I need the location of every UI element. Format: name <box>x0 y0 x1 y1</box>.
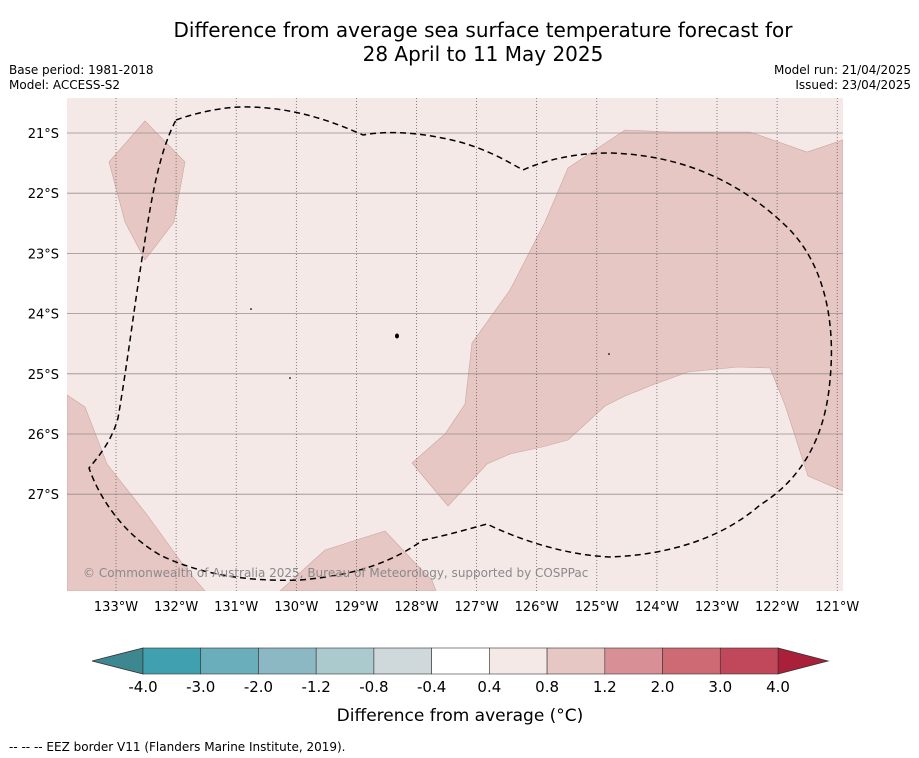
colorbar-tick-label: 4.0 <box>766 678 790 696</box>
issued-date: Issued: 23/04/2025 <box>795 78 911 92</box>
colorbar-segment <box>546 647 606 675</box>
longitude-label: 132°W <box>154 600 198 615</box>
longitude-label: 130°W <box>274 600 318 615</box>
title-line-1: Difference from average sea surface temp… <box>173 18 793 42</box>
longitude-label: 125°W <box>575 600 619 615</box>
longitude-label: 123°W <box>695 600 739 615</box>
latitude-label: 24°S <box>28 308 59 323</box>
colorbar-segment <box>489 647 548 675</box>
model-name: Model: ACCESS-S2 <box>9 78 121 92</box>
base-info: Base period: 1981-2018 Model: ACCESS-S2 <box>9 63 154 93</box>
latitude-label: 21°S <box>28 127 59 142</box>
colorbar-under-arrow <box>91 647 144 675</box>
colorbar-segment <box>662 647 721 675</box>
colorbar-segment <box>719 647 779 675</box>
anomaly-region-northwest <box>108 120 186 261</box>
colorbar-tick-label: -0.8 <box>359 678 388 696</box>
colorbar-segment <box>315 647 375 675</box>
longitude-label: 131°W <box>214 600 258 615</box>
latitude-label: 23°S <box>28 247 59 262</box>
colorbar-segment <box>604 647 663 675</box>
longitude-label: 121°W <box>815 600 859 615</box>
graticule <box>67 98 843 591</box>
colorbar-tick-label: 1.2 <box>593 678 617 696</box>
base-period: Base period: 1981-2018 <box>9 63 154 77</box>
colorbar-segment <box>431 647 490 675</box>
longitude-label: 126°W <box>515 600 559 615</box>
anomaly-region-south <box>279 530 437 591</box>
colorbar-over-arrow <box>777 647 830 675</box>
model-run: Model run: 21/04/2025 <box>773 63 911 77</box>
map-title: Difference from average sea surface temp… <box>0 18 919 66</box>
title-line-2: 28 April to 11 May 2025 <box>362 42 604 66</box>
islands <box>250 308 610 379</box>
colorbar-tick-label: 2.0 <box>651 678 675 696</box>
island-4 <box>608 353 610 355</box>
colorbar-label: Difference from average (°C) <box>337 706 584 726</box>
colorbar-tick-label: 0.4 <box>477 678 501 696</box>
eez-footnote: -- -- -- EEZ border V11 (Flanders Marine… <box>9 740 346 754</box>
latitude-label: 26°S <box>28 428 59 443</box>
longitude-label: 133°W <box>94 600 138 615</box>
colorbar-tick-label: -4.0 <box>128 678 157 696</box>
colorbar-ticks: -4.0 -3.0 -2.0 -1.2 -0.8 -0.4 0.4 0.8 1.2 2.0 3.0 4… <box>128 678 790 696</box>
island-1 <box>395 333 399 339</box>
anomaly-region-southwest <box>67 394 206 591</box>
colorbar-segment <box>142 647 202 675</box>
colorbar <box>91 647 830 675</box>
island-2 <box>250 308 252 310</box>
latitude-labels: 21°S 22°S 23°S 24°S 25°S 26°S 27°S <box>28 127 59 503</box>
colorbar-tick-label: 3.0 <box>708 678 732 696</box>
latitude-label: 22°S <box>28 187 59 202</box>
colorbar-tick-label: -3.0 <box>186 678 215 696</box>
latitude-label: 27°S <box>28 488 59 503</box>
colorbar-tick-label: -1.2 <box>302 678 331 696</box>
colorbar-tick-label: 0.8 <box>535 678 559 696</box>
colorbar-segment <box>200 647 259 675</box>
longitude-label: 122°W <box>755 600 799 615</box>
longitude-label: 129°W <box>334 600 378 615</box>
longitude-label: 127°W <box>455 600 499 615</box>
run-info: Model run: 21/04/2025 Issued: 23/04/2025 <box>774 63 911 93</box>
island-3 <box>289 377 291 379</box>
anomaly-region-east <box>411 129 843 507</box>
longitude-label: 124°W <box>635 600 679 615</box>
longitude-labels: 133°W 132°W 131°W 130°W 129°W 128°W 127°W 126°W… <box>94 600 860 615</box>
colorbar-segment <box>258 647 317 675</box>
longitude-label: 128°W <box>394 600 438 615</box>
colorbar-segment <box>373 647 432 675</box>
copyright-notice: © Commonwealth of Australia 2025, Bureau… <box>83 566 588 580</box>
colorbar-tick-label: -0.4 <box>417 678 446 696</box>
latitude-label: 25°S <box>28 368 59 383</box>
eez-border <box>88 106 833 582</box>
colorbar-tick-label: -2.0 <box>244 678 273 696</box>
anomaly-regions <box>67 120 843 591</box>
